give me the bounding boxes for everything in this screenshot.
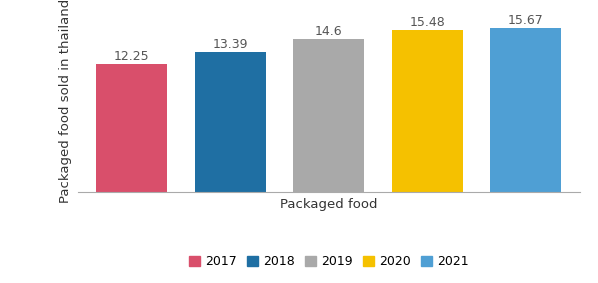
Text: 14.6: 14.6 bbox=[315, 25, 343, 38]
Bar bbox=[96, 64, 167, 192]
Text: 15.67: 15.67 bbox=[508, 14, 544, 27]
Bar bbox=[392, 30, 463, 192]
Text: 13.39: 13.39 bbox=[213, 38, 248, 51]
Bar bbox=[490, 28, 562, 192]
Text: 12.25: 12.25 bbox=[114, 50, 150, 63]
X-axis label: Packaged food: Packaged food bbox=[280, 198, 378, 211]
Bar bbox=[294, 39, 364, 192]
Bar bbox=[195, 52, 266, 192]
Text: 15.48: 15.48 bbox=[410, 16, 446, 29]
Legend: 2017, 2018, 2019, 2020, 2021: 2017, 2018, 2019, 2020, 2021 bbox=[184, 250, 474, 273]
Y-axis label: Packaged food sold in thailand: Packaged food sold in thailand bbox=[59, 0, 72, 203]
